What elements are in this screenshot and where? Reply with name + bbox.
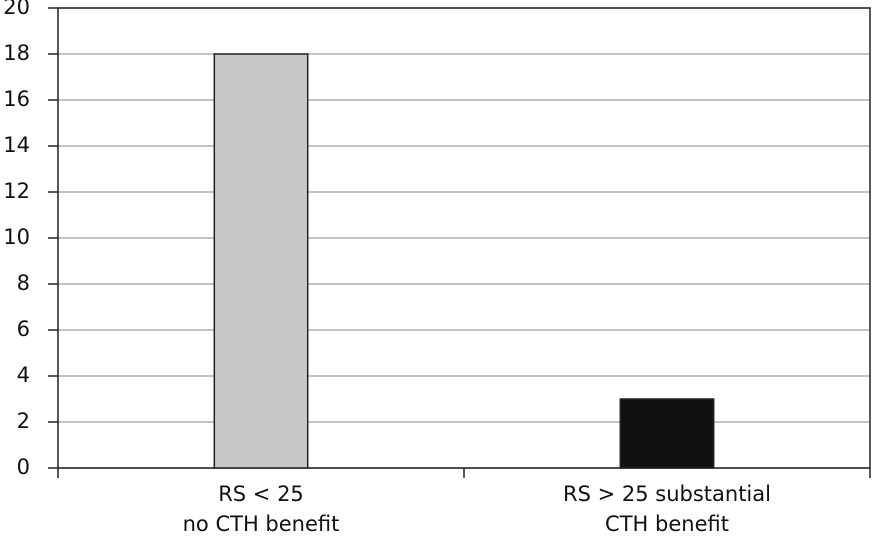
y-tick-label: 8 (17, 271, 30, 295)
y-tick-label: 2 (17, 409, 30, 433)
y-tick-label: 20 (3, 0, 30, 19)
y-tick-label: 16 (3, 87, 30, 111)
x-tick-label: no CTH benefit (183, 512, 340, 536)
x-tick-label: RS < 25 (218, 482, 304, 506)
x-tick-label: RS > 25 substantial (563, 482, 771, 506)
y-tick-label: 4 (17, 363, 30, 387)
y-tick-label: 12 (3, 179, 30, 203)
y-tick-label: 6 (17, 317, 30, 341)
x-tick-label: CTH benefit (605, 512, 729, 536)
y-tick-label: 18 (3, 41, 30, 65)
bar (619, 398, 715, 469)
y-tick-label: 0 (17, 455, 30, 479)
y-tick-label: 14 (3, 133, 30, 157)
bar (213, 53, 309, 469)
y-tick-label: 10 (3, 225, 30, 249)
